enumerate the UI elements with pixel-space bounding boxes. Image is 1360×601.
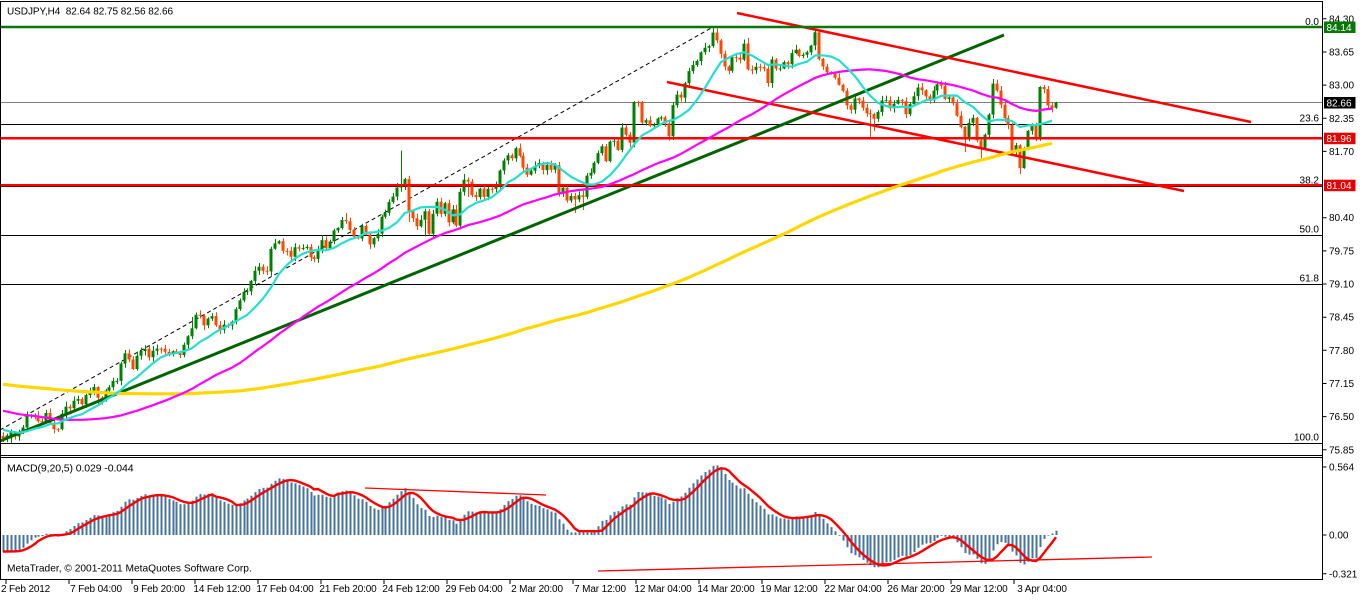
svg-text:MetaTrader, © 2001-2011 MetaQu: MetaTrader, © 2001-2011 MetaQuotes Softw… — [7, 564, 252, 575]
svg-text:17 Feb 04:00: 17 Feb 04:00 — [256, 584, 314, 595]
svg-text:75.85: 75.85 — [1329, 445, 1354, 456]
svg-text:84.14: 84.14 — [1327, 23, 1352, 34]
svg-text:100.0: 100.0 — [1294, 433, 1319, 444]
svg-text:83.00: 83.00 — [1329, 81, 1354, 92]
svg-text:77.15: 77.15 — [1329, 379, 1354, 390]
svg-text:77.80: 77.80 — [1329, 346, 1354, 357]
svg-text:MACD(9,20,5) 0.029 -0.044: MACD(9,20,5) 0.029 -0.044 — [7, 463, 134, 475]
svg-text:81.70: 81.70 — [1329, 147, 1354, 158]
svg-text:24 Feb 12:00: 24 Feb 12:00 — [382, 584, 440, 595]
svg-text:3 Apr 04:00: 3 Apr 04:00 — [1017, 584, 1067, 595]
svg-text:21 Feb 20:00: 21 Feb 20:00 — [319, 584, 377, 595]
svg-text:79.75: 79.75 — [1329, 246, 1354, 257]
svg-text:26 Mar 20:00: 26 Mar 20:00 — [887, 584, 945, 595]
svg-text:50.0: 50.0 — [1300, 225, 1320, 236]
svg-text:29 Mar 12:00: 29 Mar 12:00 — [950, 584, 1008, 595]
svg-text:14 Mar 20:00: 14 Mar 20:00 — [697, 584, 755, 595]
svg-text:22 Mar 04:00: 22 Mar 04:00 — [824, 584, 882, 595]
svg-text:84.30: 84.30 — [1329, 14, 1354, 25]
svg-text:USDJPY,H4 82.64 82.75 82.56 8: USDJPY,H4 82.64 82.75 82.56 82.66 — [7, 7, 174, 18]
svg-text:7 Feb 04:00: 7 Feb 04:00 — [70, 584, 122, 595]
svg-text:0.564: 0.564 — [1329, 463, 1354, 474]
svg-text:14 Feb 12:00: 14 Feb 12:00 — [193, 584, 251, 595]
svg-text:2 Mar 20:00: 2 Mar 20:00 — [511, 584, 563, 595]
svg-text:9 Feb 20:00: 9 Feb 20:00 — [133, 584, 185, 595]
svg-text:79.10: 79.10 — [1329, 280, 1354, 291]
svg-text:0.00: 0.00 — [1329, 531, 1349, 542]
svg-text:38.2: 38.2 — [1300, 176, 1320, 187]
svg-text:61.8: 61.8 — [1300, 274, 1320, 285]
svg-text:29 Feb 04:00: 29 Feb 04:00 — [445, 584, 503, 595]
svg-text:0.0: 0.0 — [1305, 17, 1319, 28]
svg-text:-0.321: -0.321 — [1329, 569, 1358, 580]
svg-text:81.04: 81.04 — [1327, 181, 1352, 192]
svg-text:19 Mar 12:00: 19 Mar 12:00 — [760, 584, 818, 595]
svg-text:2 Feb 2012: 2 Feb 2012 — [1, 584, 51, 595]
svg-text:12 Mar 04:00: 12 Mar 04:00 — [634, 584, 692, 595]
svg-text:23.6: 23.6 — [1300, 114, 1320, 125]
svg-text:83.65: 83.65 — [1329, 48, 1354, 59]
svg-text:82.35: 82.35 — [1329, 114, 1354, 125]
svg-text:76.50: 76.50 — [1329, 412, 1354, 423]
svg-text:78.45: 78.45 — [1329, 313, 1354, 324]
svg-text:82.66: 82.66 — [1327, 99, 1352, 110]
svg-text:81.96: 81.96 — [1327, 134, 1352, 145]
svg-text:7 Mar 12:00: 7 Mar 12:00 — [574, 584, 626, 595]
svg-text:80.40: 80.40 — [1329, 213, 1354, 224]
